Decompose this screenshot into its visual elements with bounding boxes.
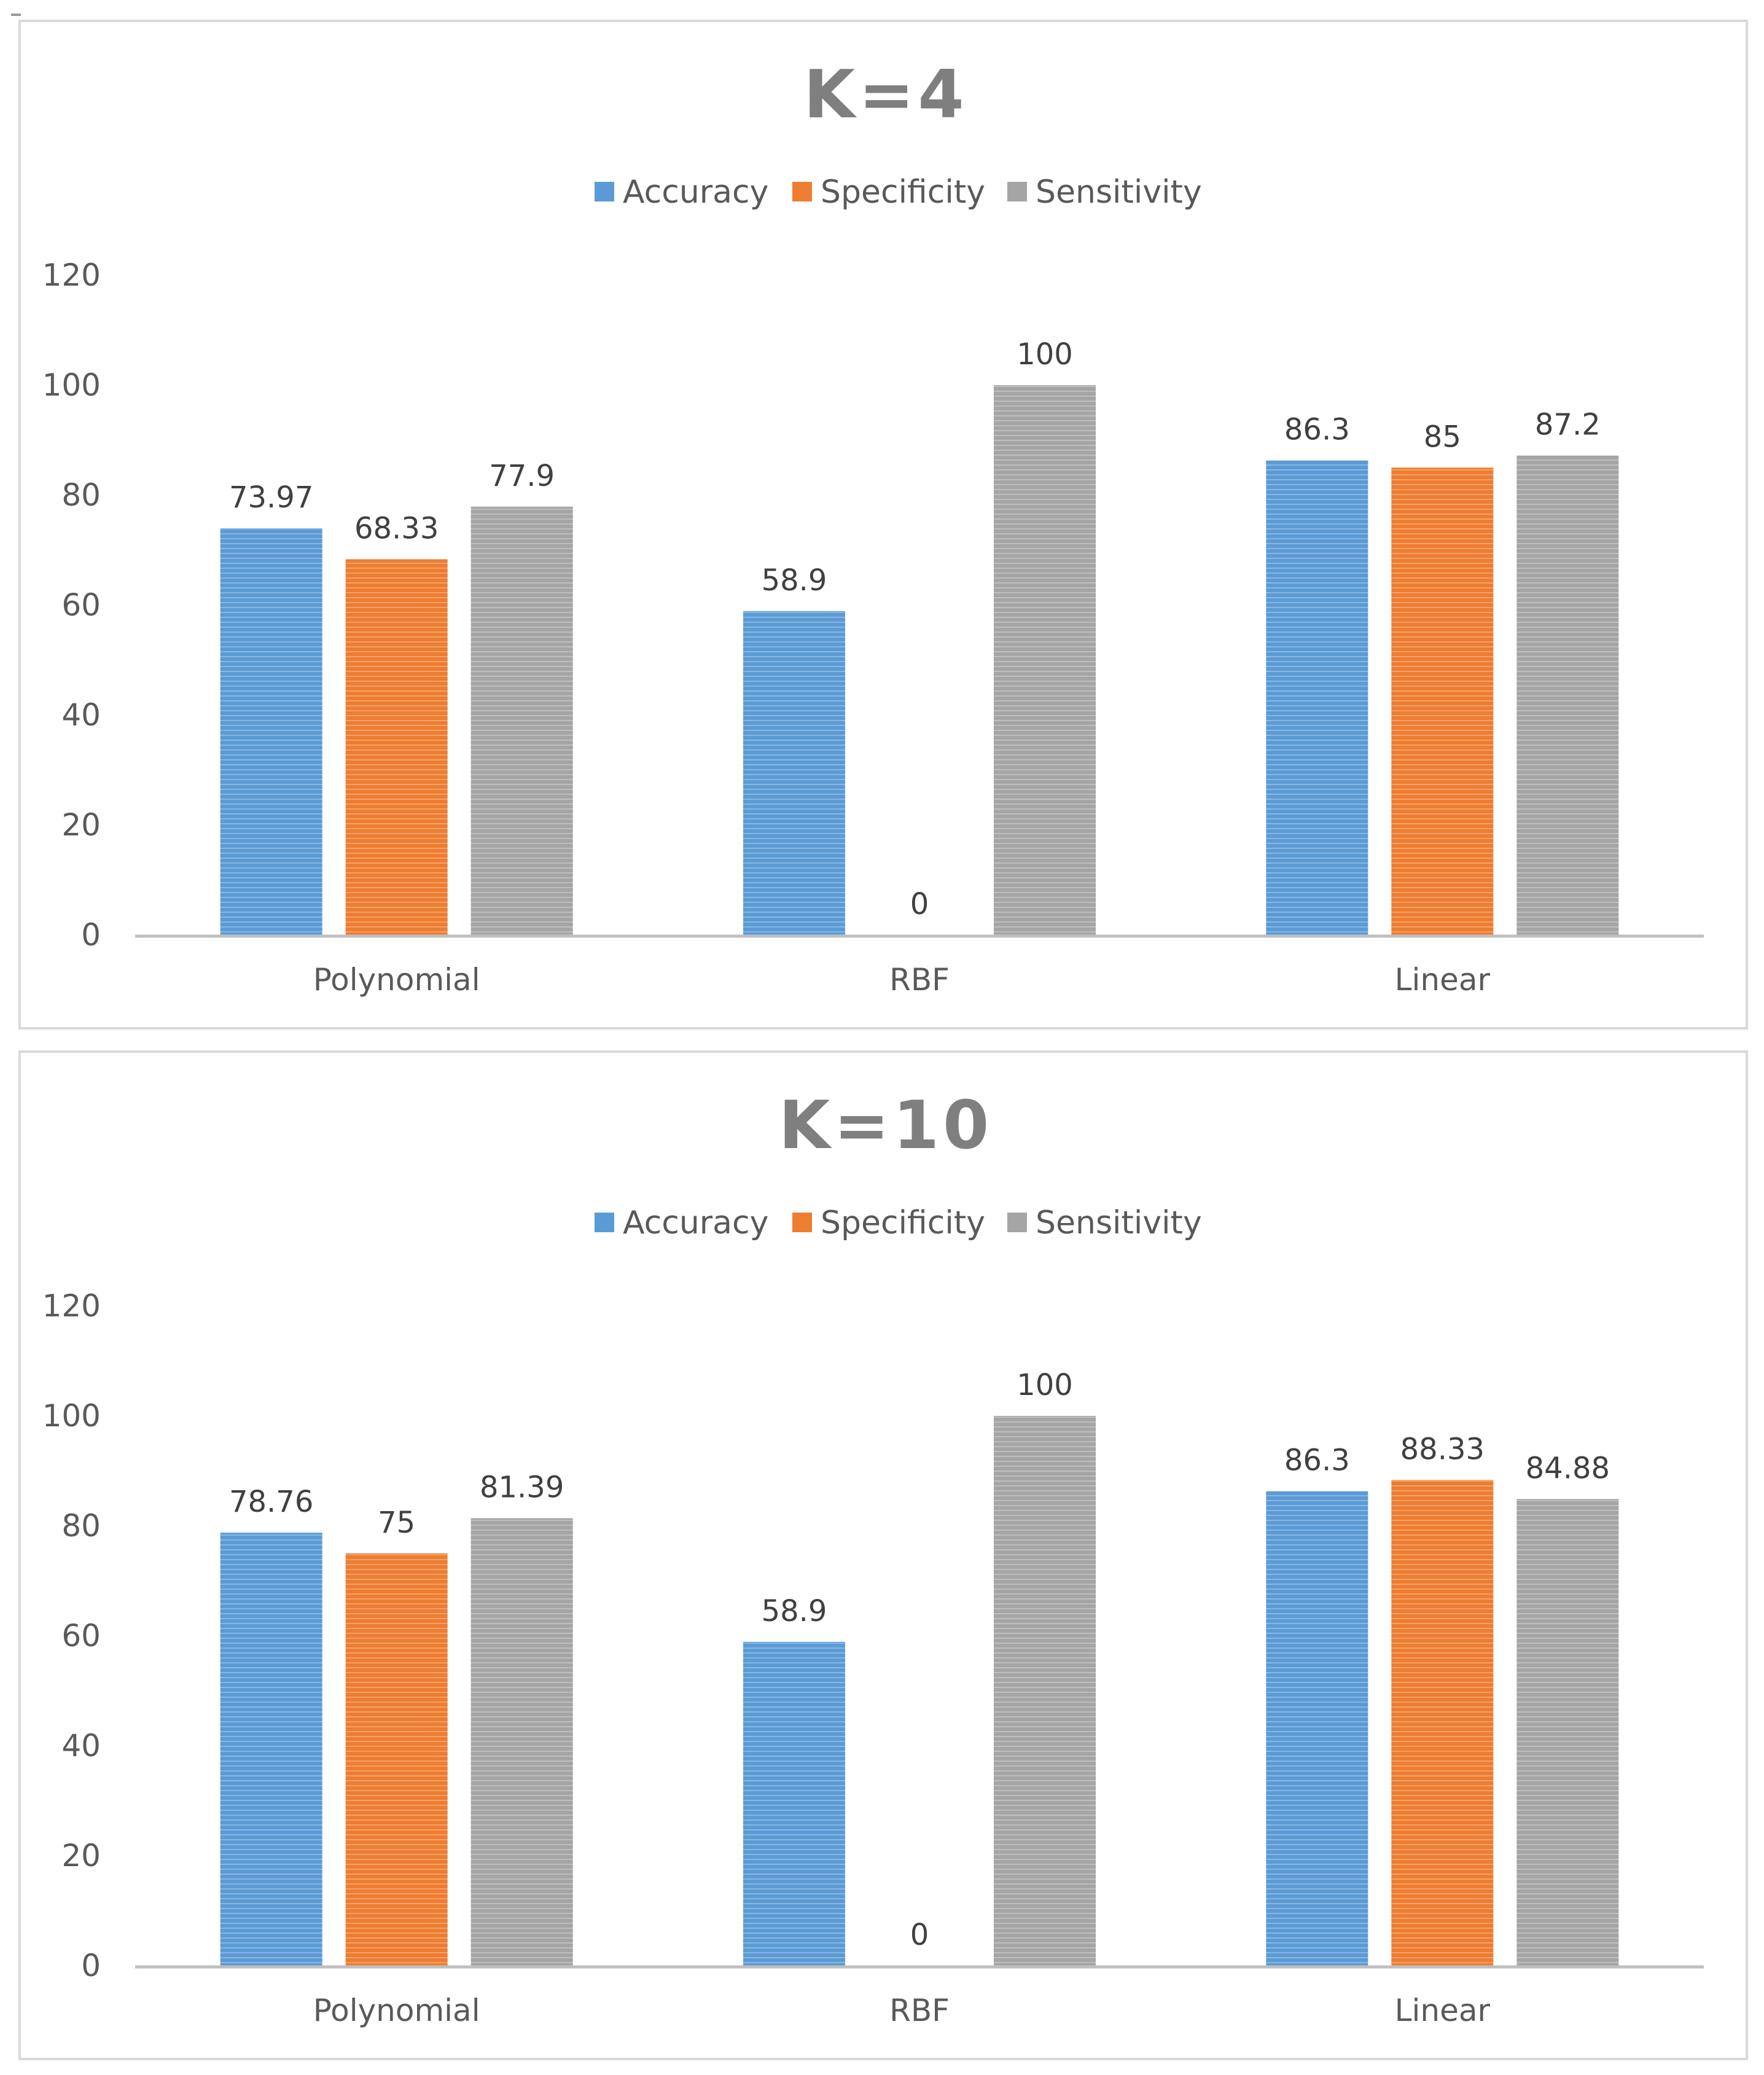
bar-sensitivity-polynomial — [470, 1518, 573, 1966]
data-label: 75 — [378, 1506, 415, 1540]
y-tick-label: 100 — [42, 367, 101, 403]
y-tick-label: 100 — [42, 1398, 101, 1434]
y-tick-label: 120 — [42, 257, 101, 293]
bar-accuracy-rbf — [743, 611, 845, 935]
data-label: 81.39 — [480, 1471, 564, 1505]
bar-specificity-polynomial — [345, 559, 448, 935]
chart-panel-k10: K=10 Accuracy Specificity Sensitivity 0 20 40 6… — [18, 1050, 1748, 2060]
x-category-label: Polynomial — [313, 962, 480, 998]
x-category-label: Linear — [1395, 962, 1491, 998]
y-tick-label: 20 — [61, 807, 101, 843]
chart-title: K=4 — [803, 57, 967, 133]
y-tick-label: 40 — [61, 697, 101, 733]
y-tick-label: 40 — [61, 1728, 101, 1764]
x-category-label: RBF — [889, 1993, 950, 2028]
data-label: 100 — [1017, 1368, 1073, 1402]
legend-label-accuracy: Accuracy — [623, 174, 768, 211]
legend-swatch-specificity — [792, 182, 812, 201]
data-label: 73.97 — [229, 480, 313, 515]
legend-swatch-specificity — [792, 1213, 812, 1232]
legend-swatch-accuracy — [595, 182, 614, 201]
y-tick-label: 80 — [61, 1508, 101, 1544]
legend-label-specificity: Specificity — [821, 174, 985, 211]
bar-sensitivity-linear — [1516, 1499, 1619, 1966]
data-label: 58.9 — [762, 563, 827, 598]
bar-sensitivity-rbf — [994, 1416, 1096, 1966]
x-category-label: RBF — [889, 962, 950, 998]
y-tick-label: 60 — [61, 1618, 101, 1654]
data-label: 85 — [1424, 420, 1461, 454]
x-category-label: Linear — [1395, 1993, 1491, 2028]
chart-k4: K=4 Accuracy Specificity Sensitivity 0 20 40 60… — [42, 57, 1704, 998]
legend-label-sensitivity: Sensitivity — [1036, 1205, 1202, 1241]
data-label: 86.3 — [1284, 1444, 1350, 1478]
legend-label-accuracy: Accuracy — [623, 1205, 768, 1241]
chart-title: K=10 — [779, 1087, 993, 1164]
chart-k10: K=10 Accuracy Specificity Sensitivity 0 20 40 6… — [42, 1087, 1704, 2028]
bar-accuracy-polynomial — [220, 1533, 322, 1966]
legend-swatch-sensitivity — [1007, 182, 1027, 201]
bar-accuracy-linear — [1266, 460, 1368, 935]
data-label: 77.9 — [489, 459, 555, 493]
data-label: 68.33 — [354, 511, 439, 545]
data-label: 88.33 — [1400, 1432, 1485, 1466]
bar-sensitivity-polynomial — [470, 506, 573, 935]
data-label: 84.88 — [1526, 1451, 1610, 1485]
y-tick-label: 60 — [61, 587, 101, 623]
bar-accuracy-linear — [1266, 1491, 1368, 1966]
y-tick-label: 120 — [42, 1288, 101, 1324]
data-label: 58.9 — [762, 1594, 827, 1628]
bar-specificity-linear — [1391, 1480, 1494, 1966]
bar-accuracy-rbf — [743, 1641, 845, 1966]
legend-swatch-accuracy — [595, 1213, 614, 1232]
data-label: 0 — [910, 887, 929, 921]
data-label: 0 — [910, 1918, 929, 1952]
bar-specificity-polynomial — [345, 1553, 448, 1966]
corner-mark — [11, 14, 21, 16]
y-tick-label: 80 — [61, 477, 101, 513]
chart-panel-k4: K=4 Accuracy Specificity Sensitivity 0 20 40 60… — [18, 20, 1748, 1030]
y-tick-label: 0 — [81, 1948, 101, 1983]
bar-accuracy-polynomial — [220, 528, 322, 935]
data-label: 78.76 — [229, 1485, 313, 1519]
data-label: 100 — [1017, 337, 1073, 372]
bar-specificity-linear — [1391, 467, 1494, 935]
legend-swatch-sensitivity — [1007, 1213, 1027, 1232]
y-tick-label: 20 — [61, 1838, 101, 1874]
bar-sensitivity-linear — [1516, 455, 1619, 935]
legend-label-specificity: Specificity — [821, 1205, 985, 1241]
legend-label-sensitivity: Sensitivity — [1036, 174, 1202, 211]
y-tick-label: 0 — [81, 917, 101, 953]
x-category-label: Polynomial — [313, 1993, 480, 2028]
data-label: 87.2 — [1535, 408, 1601, 442]
bar-sensitivity-rbf — [994, 385, 1096, 935]
data-label: 86.3 — [1284, 413, 1350, 447]
